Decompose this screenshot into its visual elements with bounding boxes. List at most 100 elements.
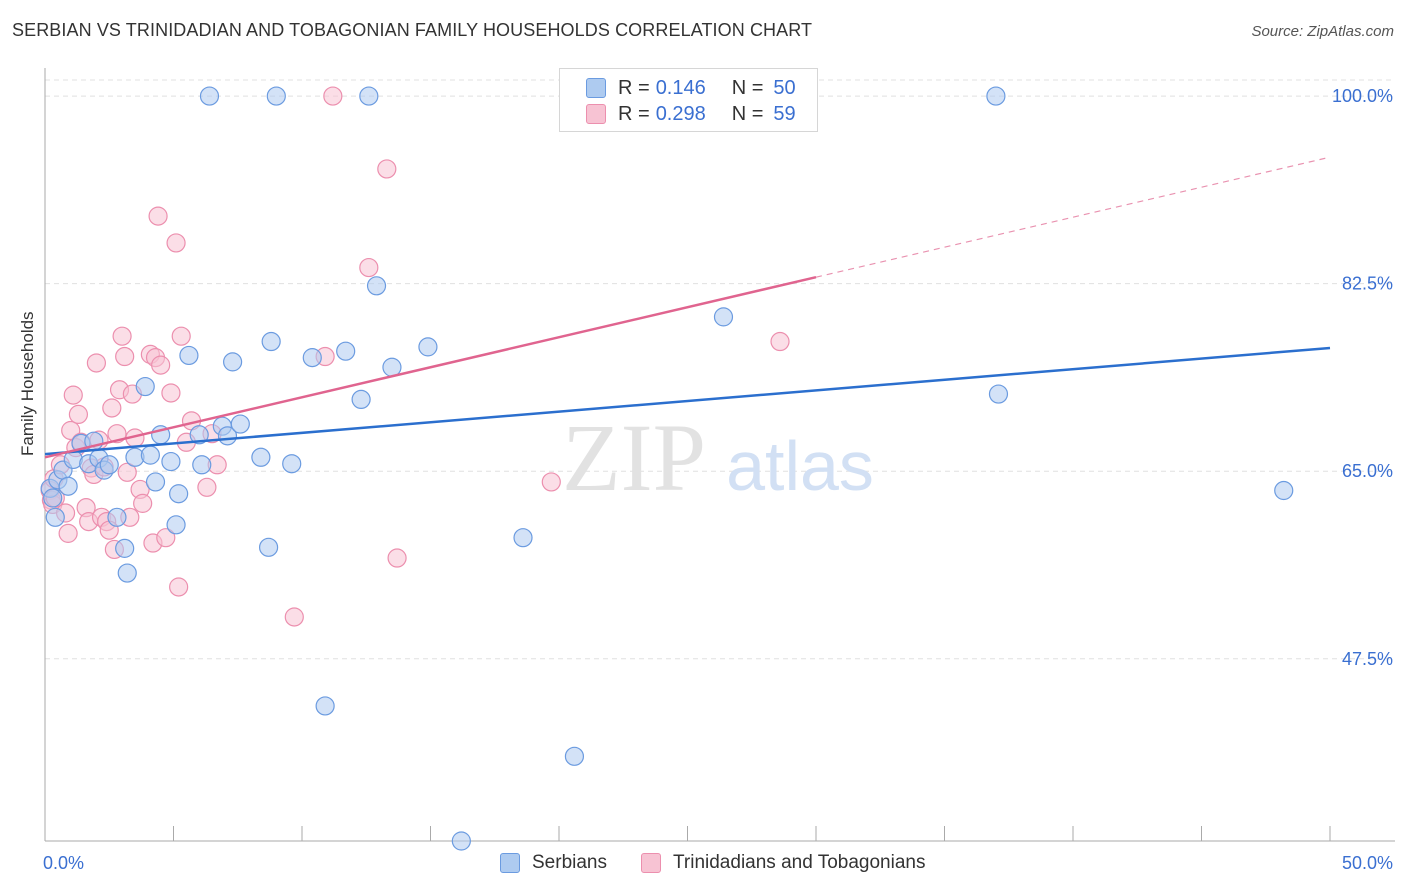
y-tick-label: 65.0% — [1342, 461, 1393, 481]
gridlines — [45, 79, 1395, 660]
serbian-point — [986, 86, 1006, 106]
n-label: N = — [731, 102, 764, 125]
watermark-atlas: atlas — [726, 427, 874, 505]
stats-row-trinidadians: R = 0.298 N = 59 — [586, 102, 796, 126]
r-label: R = — [618, 102, 650, 125]
serbian-point — [161, 451, 181, 472]
y-tick-label: 82.5% — [1342, 274, 1393, 294]
serbian-point — [336, 341, 356, 361]
serbian-point — [366, 276, 387, 296]
trinidadians-swatch — [641, 853, 661, 873]
trinidadian-point — [156, 528, 176, 548]
y-axis-title: Family Households — [18, 311, 37, 456]
y-tick-label: 100.0% — [1332, 86, 1393, 106]
chart-title: SERBIAN VS TRINIDADIAN AND TOBAGONIAN FA… — [12, 20, 813, 40]
trinidadian-point — [166, 233, 186, 253]
trinidadian-point — [359, 257, 379, 278]
trend-lines — [44, 156, 1331, 459]
serbian-point — [166, 515, 186, 535]
serbian-point — [223, 352, 243, 372]
y-tick-label: 47.5% — [1342, 649, 1393, 669]
serbian-point — [359, 86, 379, 106]
serbian-point — [251, 447, 271, 467]
serbian-point — [140, 445, 160, 465]
stats-row-serbians: R = 0.146 N = 50 — [586, 76, 796, 100]
series-legend: Serbians Trinidadians and Tobagonians — [0, 852, 1406, 878]
serbian-point — [1274, 480, 1294, 501]
trinidadian-point — [148, 206, 168, 226]
serbian-point — [713, 307, 734, 327]
trinidadian-point — [171, 326, 191, 346]
r-value: 0.298 — [655, 102, 706, 125]
trinidadian-point — [133, 493, 153, 513]
trinidadian-point — [86, 353, 107, 373]
n-value: 59 — [773, 102, 796, 125]
trinidadian-point — [151, 355, 171, 375]
trinidadian-point — [169, 577, 189, 597]
trinidadian-point — [63, 385, 83, 405]
trinidadians-swatch — [586, 104, 606, 124]
serbian-point — [179, 345, 199, 366]
trinidadian-point — [58, 523, 78, 543]
serbian-point — [351, 389, 371, 410]
serbian-point — [418, 337, 438, 357]
trinidadian-point — [541, 472, 561, 492]
serbian-point — [302, 348, 322, 368]
serbian-point — [135, 376, 155, 397]
n-value: 50 — [773, 76, 796, 99]
serbian-point — [513, 528, 533, 548]
serbian-point — [107, 507, 127, 527]
trinidadian-point — [117, 462, 137, 482]
serbian-point — [261, 331, 281, 352]
serbian-point — [58, 476, 78, 496]
serbian-point — [282, 454, 302, 474]
serbians-swatch — [586, 78, 606, 98]
serbian-point — [266, 86, 286, 106]
serbian-point — [230, 414, 250, 434]
serbian-point — [564, 746, 585, 766]
trinidadians-trend-line — [44, 275, 817, 459]
serbian-point — [169, 484, 189, 504]
trinidadians-trend-line-extension — [815, 156, 1331, 278]
trinidadian-point — [197, 477, 217, 497]
series-trinidadians-points — [40, 86, 790, 627]
legend-item-serbians[interactable]: Serbians — [500, 852, 607, 874]
serbian-point — [192, 455, 212, 475]
serbian-point — [199, 86, 220, 106]
trinidadian-point — [112, 326, 132, 346]
trinidadian-point — [770, 331, 790, 352]
legend-label: Trinidadians and Tobagonians — [673, 852, 926, 873]
watermark: ZIP atlas — [562, 404, 874, 511]
serbian-point — [45, 507, 65, 527]
stats-legend: R = 0.146 N = 50 R = 0.298 N = 59 — [559, 68, 818, 132]
x-tick-label-start: 0.0% — [43, 853, 84, 873]
n-label: N = — [731, 76, 764, 99]
trinidadian-point — [377, 159, 397, 179]
trinidadian-point — [102, 398, 122, 418]
trinidadian-point — [161, 383, 181, 403]
axes — [44, 68, 1395, 842]
trinidadian-point — [284, 607, 304, 627]
serbians-trend-line — [44, 346, 1331, 456]
serbian-point — [43, 488, 63, 508]
serbian-point — [258, 537, 279, 557]
r-label: R = — [618, 76, 650, 99]
legend-item-trinidadians[interactable]: Trinidadians and Tobagonians — [641, 852, 925, 874]
serbian-point — [451, 831, 471, 851]
serbian-point — [315, 696, 335, 716]
trinidadian-point — [115, 346, 135, 367]
serbian-point — [117, 563, 137, 583]
trinidadian-point — [387, 548, 407, 568]
source-label: Source: ZipAtlas.com — [1251, 23, 1394, 40]
x-tick-label-end: 50.0% — [1342, 853, 1393, 873]
series-serbians-points — [40, 86, 1294, 851]
trinidadian-point — [68, 404, 89, 425]
serbians-swatch — [500, 853, 520, 873]
tick-labels: 47.5% 65.0% 82.5% 100.0% 0.0% 50.0% — [43, 86, 1393, 873]
trinidadian-point — [323, 86, 343, 106]
serbian-point — [115, 538, 135, 558]
serbian-point — [189, 425, 209, 445]
serbian-point — [145, 472, 166, 492]
serbian-point — [988, 384, 1009, 404]
